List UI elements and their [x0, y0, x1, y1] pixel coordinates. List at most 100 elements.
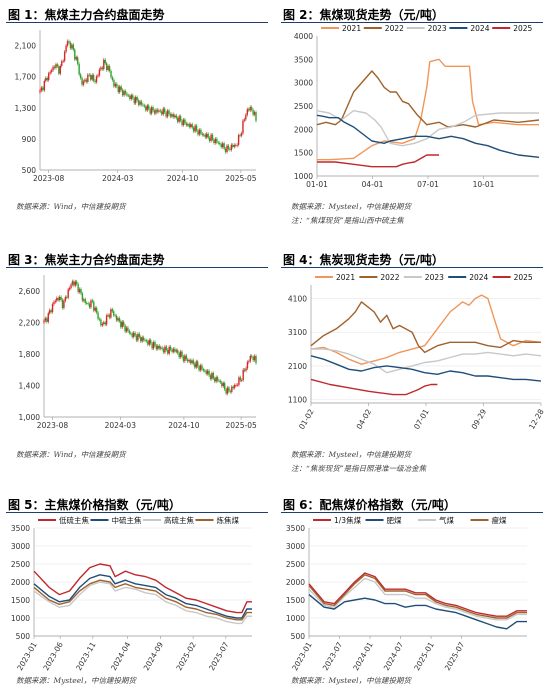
x-tick-label: 2023-01 [290, 640, 314, 672]
candle-body [181, 120, 183, 126]
y-tick-label: 1100 [288, 396, 307, 405]
candle-body [150, 107, 153, 114]
series-line-高硫主焦 [33, 581, 252, 625]
candle-body [67, 289, 69, 298]
candle-body [161, 111, 163, 115]
title-divider [6, 512, 268, 513]
candle-body [203, 134, 205, 136]
series-line-2023 [311, 348, 542, 374]
candle-body [83, 299, 85, 301]
candle-body [223, 143, 225, 149]
candle-body [159, 110, 162, 112]
candle-body [98, 69, 101, 76]
series-line-2024 [310, 355, 542, 382]
x-tick-label: 2024-03 [105, 421, 137, 430]
series-line-2022 [316, 70, 540, 128]
title-divider [281, 22, 543, 23]
candle-body [139, 101, 141, 105]
candle-body [246, 361, 249, 369]
chart-source: 数据来源：Wind，中信建投期货 [16, 202, 126, 211]
y-tick-label: 1000 [11, 614, 30, 623]
legend-label: 瘦煤 [492, 515, 507, 525]
candle-body [57, 298, 59, 300]
candle-body [98, 318, 101, 320]
candle-body [70, 284, 72, 288]
candle-body [194, 363, 196, 368]
candle-body [127, 327, 129, 331]
chart-source: 数据来源：Mysteel，中信建投期货 [291, 676, 412, 685]
series-line-低硫主焦 [33, 563, 252, 614]
candle-body [80, 289, 82, 294]
candle-body [161, 347, 163, 349]
candle-body [204, 134, 206, 138]
candle-body [114, 315, 116, 317]
x-tick-label: 2025-07 [443, 640, 467, 672]
candle-body [72, 44, 75, 50]
x-tick-label: 2024-01 [351, 640, 375, 672]
candle-body [169, 113, 172, 117]
candle-body [145, 106, 147, 111]
candle-body [68, 287, 71, 290]
candle-body [224, 148, 227, 153]
x-tick-label: 2023-07 [321, 640, 345, 672]
candle-body [226, 145, 228, 153]
candle-body [238, 377, 240, 385]
candle-body [84, 79, 86, 82]
candle-body [76, 57, 79, 64]
candle-body [60, 296, 62, 300]
legend-label: 2021 [342, 24, 361, 33]
candle-body [189, 360, 192, 364]
candle-body [215, 377, 217, 382]
candle-body [135, 335, 138, 341]
candle-body [240, 133, 243, 136]
x-tick-label: 10-01 [473, 180, 495, 189]
candle-body [253, 355, 256, 361]
chart-title: 图 5：主焦煤价格指数（元/吨） [8, 498, 181, 512]
candle-body [55, 64, 57, 68]
legend-label: 气煤 [439, 515, 454, 525]
legend-label: 2024 [469, 273, 488, 282]
candle-body [62, 60, 64, 62]
x-tick-label: 2024-10 [168, 421, 200, 430]
candle-body [121, 89, 124, 96]
chart-panel-6: 图 6：配焦煤价格指数（元/吨） 500 1000 1500 2000 2500 3000… [275, 490, 549, 693]
legend-label: 2021 [336, 273, 355, 282]
legend: 低硫主焦 中硫主焦 高硫主焦 炼焦煤 [38, 515, 239, 525]
y-tick-label: 3500 [11, 524, 30, 533]
candle-body [231, 386, 233, 392]
candle-body [110, 309, 112, 318]
x-tick-label: 2023-06 [41, 640, 65, 672]
legend: 2021 2022 2023 2024 2025 [321, 24, 533, 33]
y-tick-label: 4100 [288, 294, 307, 303]
candle-body [124, 91, 127, 94]
candle-body [100, 67, 102, 70]
candle-body [73, 281, 75, 286]
candle-body [184, 119, 186, 124]
y-tick-label: 2100 [288, 362, 307, 371]
candle-body [94, 307, 96, 311]
y-tick-label: 3500 [294, 55, 313, 64]
candle-body [150, 339, 152, 344]
candle-body [192, 127, 195, 132]
candle-body [40, 87, 43, 91]
title-divider [281, 267, 543, 268]
candle-body [192, 360, 195, 364]
candle-body [45, 77, 47, 81]
candle-body [84, 299, 86, 303]
legend-label: 2025 [514, 273, 533, 282]
candle-body [236, 144, 238, 146]
candle-body [49, 71, 51, 74]
candle-body [222, 383, 224, 387]
candle-body [177, 350, 179, 354]
chart-source: 数据来源：Mysteel，中信建投期货 [291, 202, 412, 211]
candle-body [169, 346, 172, 350]
x-tick-label: 2023-08 [37, 421, 69, 430]
candle-body [213, 139, 215, 144]
candle-body [164, 346, 166, 353]
candle-body [133, 98, 135, 104]
candle-body [196, 361, 199, 367]
candle-body [226, 387, 229, 394]
candle-body [195, 125, 198, 131]
series-line-瘦煤 [308, 574, 527, 619]
candle-body [155, 109, 157, 114]
